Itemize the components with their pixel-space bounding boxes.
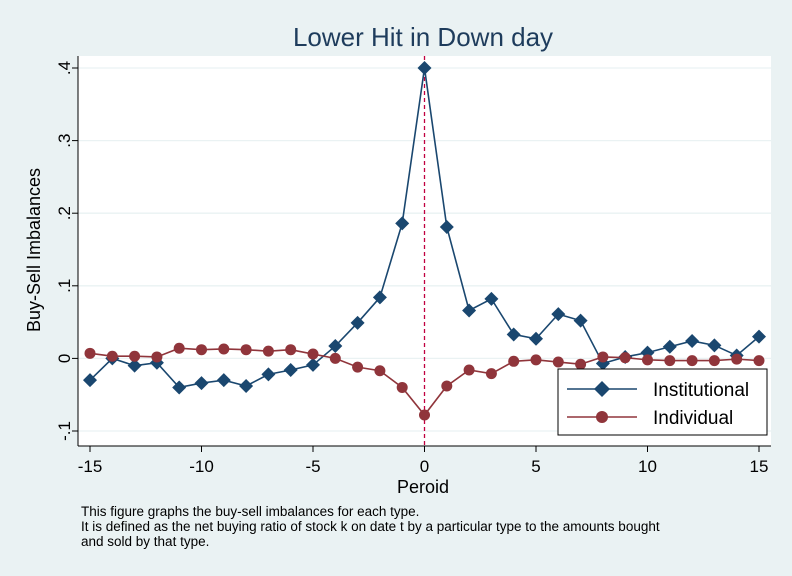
data-point-individual xyxy=(708,355,720,367)
data-point-individual xyxy=(686,355,698,367)
data-point-individual xyxy=(597,351,609,363)
legend-label-institutional: Institutional xyxy=(653,380,749,401)
data-point-individual xyxy=(753,355,765,367)
data-point-institutional xyxy=(306,357,320,372)
x-tick-label: 5 xyxy=(531,457,540,476)
y-axis-ticks: -.1 0 .1 .2 .3 .4 xyxy=(55,61,78,441)
data-point-individual xyxy=(173,342,185,354)
y-tick-label: .3 xyxy=(55,134,74,148)
legend-marker-individual xyxy=(596,411,608,423)
x-tick-label: -15 xyxy=(78,457,103,476)
y-tick-label: .1 xyxy=(55,279,74,293)
data-point-individual xyxy=(262,345,274,357)
data-point-institutional xyxy=(350,315,365,330)
x-tick-label: 10 xyxy=(638,457,657,476)
legend-label-individual: Individual xyxy=(653,408,733,429)
data-point-individual xyxy=(664,355,676,367)
data-point-individual xyxy=(485,368,497,380)
series-layer xyxy=(83,61,766,421)
data-point-individual xyxy=(642,354,653,366)
x-tick-label: 0 xyxy=(420,457,429,476)
chart-svg: Lower Hit in Down day -.10.1.2.3.4 -15 -1… xyxy=(24,22,771,497)
data-point-individual xyxy=(196,344,207,356)
data-point-institutional xyxy=(216,373,231,388)
data-point-institutional xyxy=(752,329,766,344)
data-point-individual xyxy=(463,364,475,376)
data-point-individual xyxy=(508,355,520,367)
data-point-individual xyxy=(218,343,230,355)
data-point-institutional xyxy=(239,378,254,393)
data-point-individual xyxy=(352,361,364,373)
x-axis-ticks: -15 -10 -5 0 5 10 15 xyxy=(78,446,769,476)
legend: Institutional Individual xyxy=(557,368,768,436)
data-point-institutional xyxy=(462,303,477,318)
data-point-individual xyxy=(129,350,141,362)
legend-box xyxy=(557,368,768,436)
data-point-institutional xyxy=(194,376,209,391)
data-point-individual xyxy=(240,344,252,356)
data-point-individual xyxy=(619,352,631,364)
note-line-3: and sold by that type. xyxy=(81,534,210,549)
data-point-institutional xyxy=(372,290,387,305)
data-point-institutional xyxy=(395,216,410,231)
chart-title: Lower Hit in Down day xyxy=(293,22,553,52)
data-point-institutional xyxy=(283,363,298,378)
y-tick-label: .2 xyxy=(55,206,74,220)
data-point-individual xyxy=(374,365,386,377)
data-point-institutional xyxy=(439,219,454,234)
x-tick-label: -10 xyxy=(189,457,214,476)
data-point-institutional xyxy=(551,307,566,322)
data-point-individual xyxy=(84,347,96,359)
data-point-individual xyxy=(285,344,297,356)
data-point-individual xyxy=(552,356,564,368)
data-point-individual xyxy=(396,381,408,393)
data-point-institutional xyxy=(573,313,588,328)
data-point-individual xyxy=(106,350,118,362)
data-point-individual xyxy=(575,358,587,370)
data-point-institutional xyxy=(127,358,142,373)
x-tick-label: -5 xyxy=(305,457,320,476)
data-point-institutional xyxy=(506,327,521,342)
data-point-individual xyxy=(151,351,163,363)
x-axis-label: Peroid xyxy=(397,477,449,497)
data-point-individual xyxy=(419,409,430,421)
data-point-institutional xyxy=(707,338,722,353)
data-point-institutional xyxy=(83,373,97,388)
data-point-institutional xyxy=(328,339,343,354)
y-tick-label: 0 xyxy=(55,354,74,363)
note-line-1: This figure graphs the buy-sell imbalanc… xyxy=(81,504,420,519)
data-point-institutional xyxy=(484,291,499,306)
data-point-institutional xyxy=(685,333,700,348)
note-line-2: It is defined as the net buying ratio of… xyxy=(81,519,660,534)
data-point-individual xyxy=(307,348,319,360)
data-point-individual xyxy=(530,354,542,366)
figure-note: This figure graphs the buy-sell imbalanc… xyxy=(81,504,781,549)
data-point-individual xyxy=(441,380,453,392)
x-tick-label: 15 xyxy=(750,457,769,476)
data-point-institutional xyxy=(417,61,432,75)
y-tick-label: -.1 xyxy=(55,421,74,441)
y-axis-label: Buy-Sell Imbalances xyxy=(24,168,44,332)
data-point-institutional xyxy=(172,380,187,395)
data-point-institutional xyxy=(529,331,543,346)
legend-marker-institutional xyxy=(594,381,610,397)
data-point-individual xyxy=(731,353,743,365)
data-point-institutional xyxy=(261,367,276,382)
data-point-institutional xyxy=(662,339,677,354)
data-point-individual xyxy=(329,352,341,364)
y-tick-label: .4 xyxy=(55,61,74,75)
